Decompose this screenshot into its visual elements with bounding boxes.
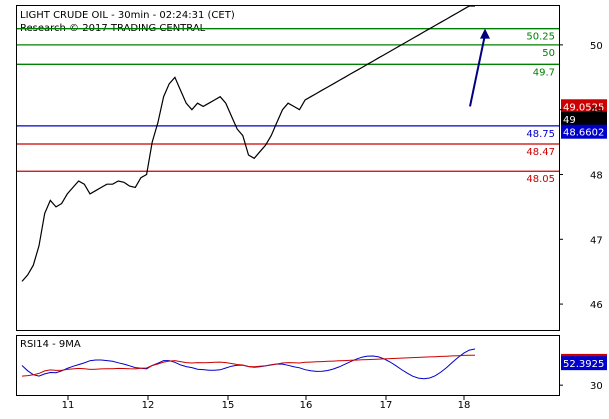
price-tag-label: 49.0525 xyxy=(563,102,604,113)
x-tick-label: 16 xyxy=(300,400,313,411)
rsi-ma-line xyxy=(21,354,475,377)
price-tag-bg xyxy=(561,99,607,114)
x-tick-label: 17 xyxy=(380,400,393,411)
y-tick-label: 46 xyxy=(590,300,603,311)
rsi-tag-label: 52.3925 xyxy=(563,359,604,370)
level-label: 49.7 xyxy=(533,67,555,78)
y-tick-label: 50 xyxy=(590,41,603,52)
arrow-head xyxy=(480,28,490,39)
level-label: 48.75 xyxy=(526,129,555,140)
rsi-y-ticks: 30 xyxy=(559,381,603,392)
level-label: 50 xyxy=(542,48,555,59)
chart-title: LIGHT CRUDE OIL - 30min - 02:24:31 (CET) xyxy=(20,10,235,21)
price-tag-label: 48.6602 xyxy=(563,128,604,139)
y-tick-label: 47 xyxy=(590,235,603,246)
rsi-title: RSI14 - 9MA xyxy=(20,339,81,350)
rsi-y-tick-label: 30 xyxy=(590,381,603,392)
price-tag-label: 49 xyxy=(563,115,576,126)
x-tick-label: 12 xyxy=(142,400,155,411)
price-series xyxy=(21,5,475,282)
rsi-tags: 54.671952.3925 xyxy=(561,353,607,371)
price-tag-bg xyxy=(561,124,607,139)
rsi-series xyxy=(21,348,476,380)
y-axis-ticks: 46 47 48 49 50 xyxy=(559,41,603,311)
arrow-shaft xyxy=(469,34,486,107)
price-tag-bg xyxy=(561,111,607,126)
level-lines: 50.25 50 49.7 48.75 48.47 48.05 xyxy=(17,28,559,185)
rsi-tag-bg xyxy=(561,356,607,371)
main-plot-frame xyxy=(16,5,560,331)
y-tick-label: 48 xyxy=(590,170,603,181)
x-tick-label: 15 xyxy=(222,400,235,411)
x-tick-label: 18 xyxy=(458,400,471,411)
level-label: 48.05 xyxy=(526,174,555,185)
level-label: 50.25 xyxy=(526,32,555,43)
x-tick-label: 11 xyxy=(62,400,75,411)
y-tick-label: 49 xyxy=(590,106,603,117)
target-arrow xyxy=(469,28,490,107)
level-label: 48.47 xyxy=(526,147,555,158)
x-axis-ticks: 11 12 15 16 17 18 xyxy=(62,396,471,411)
price-line xyxy=(21,5,475,282)
